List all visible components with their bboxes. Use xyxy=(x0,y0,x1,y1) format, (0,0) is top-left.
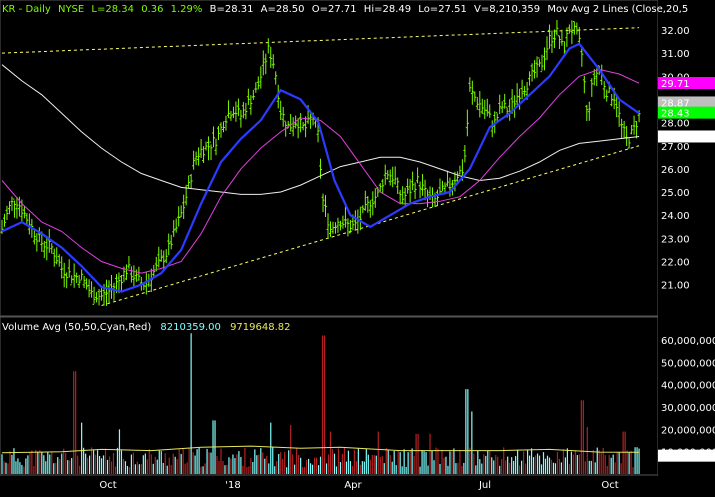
price-badge-value: 28.43 xyxy=(661,109,690,120)
price-tick-label: 23.00 xyxy=(661,234,690,245)
price-badge-bg xyxy=(658,96,715,109)
price-badge-value: 28.87 xyxy=(661,98,690,109)
price-tick-label: 31.00 xyxy=(661,49,690,60)
price-badge-bg xyxy=(658,106,715,119)
header-change: 0.36 xyxy=(141,4,163,15)
x-tick-label: Apr xyxy=(344,480,362,491)
x-tick-label: Oct xyxy=(99,480,116,491)
header-open: O=27.71 xyxy=(312,4,357,15)
trendline xyxy=(1,27,640,54)
price-badge-bg xyxy=(658,77,715,90)
volume-badge-value: 8,210,359 xyxy=(661,452,712,463)
header-symbol: KR - Daily xyxy=(2,4,51,15)
ma-50-line xyxy=(1,68,640,274)
volume-tick-label: 60,000,000 xyxy=(661,336,715,347)
price-badge-value: 27.40 xyxy=(661,132,690,143)
price-tick-label: 22.00 xyxy=(661,258,690,269)
header-low: Lo=27.51 xyxy=(418,4,467,15)
price-tick-label: 26.00 xyxy=(661,165,690,176)
header-high: Hi=28.49 xyxy=(364,4,411,15)
price-tick-label: 32.00 xyxy=(661,26,690,37)
ma-200-line xyxy=(1,64,640,195)
volume-study: Volume Avg (50,50,Cyan,Red) xyxy=(2,322,151,333)
volume-tick-label: 40,000,000 xyxy=(661,381,715,392)
price-tick-label: 21.00 xyxy=(661,281,690,292)
price-tick-label: 25.00 xyxy=(661,188,690,199)
header-change-pct: 1.29% xyxy=(171,4,203,15)
x-tick-label: Jul xyxy=(478,480,491,491)
volume-value-cyan: 8210359.00 xyxy=(160,322,220,333)
header-study: Mov Avg 2 Lines (Close,20,5 xyxy=(547,4,688,15)
price-badge-bg xyxy=(658,130,715,143)
volume-badge-bg xyxy=(658,449,715,462)
x-tick-label: '18 xyxy=(225,480,240,491)
price-badge-value: 29.71 xyxy=(661,79,690,90)
volume-tick-label: 20,000,000 xyxy=(661,425,715,436)
x-tick-label: Oct xyxy=(601,480,618,491)
price-tick-label: 28.00 xyxy=(661,119,690,130)
header-last: L=28.34 xyxy=(91,4,134,15)
header-bid: B=28.31 xyxy=(210,4,254,15)
volume-average-line xyxy=(1,445,640,454)
price-tick-label: 24.00 xyxy=(661,211,690,222)
volume-tick-label: 50,000,000 xyxy=(661,358,715,369)
header-ask: A=28.50 xyxy=(261,4,305,15)
header-volume: V=8,210,359 xyxy=(474,4,540,15)
volume-panel xyxy=(0,316,659,476)
header-line: KR - Daily NYSE L=28.34 0.36 1.29% B=28.… xyxy=(2,4,688,15)
price-tick-label: 27.00 xyxy=(661,142,690,153)
volume-header-line: Volume Avg (50,50,Cyan,Red) 8210359.00 9… xyxy=(2,322,291,333)
volume-tick-label: 30,000,000 xyxy=(661,403,715,414)
header-exchange: NYSE xyxy=(58,4,84,15)
volume-value-avg: 9719648.82 xyxy=(230,322,290,333)
ma-20-line xyxy=(1,42,640,293)
